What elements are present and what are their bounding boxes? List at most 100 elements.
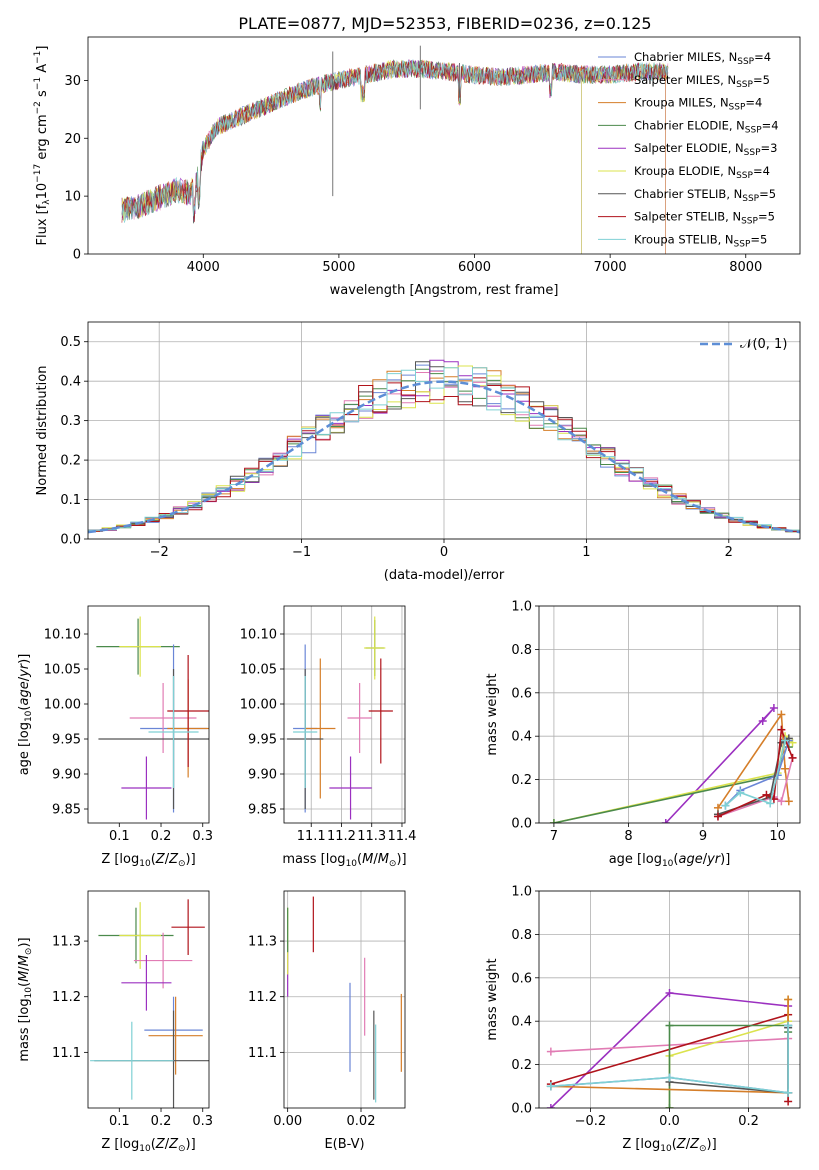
series-marker (766, 799, 775, 808)
series-marker (665, 1104, 674, 1108)
x-tick-label: 11.3 (357, 829, 386, 844)
legend-label: Chabrier ELODIE, NSSP=4 (634, 118, 779, 135)
series-marker (736, 788, 745, 797)
ticks: 11.1 11.2 11.3 11.4 9.85 9.90 9.95 10.00 10.05 10… (240, 628, 417, 845)
series-marker (777, 710, 786, 719)
age-vs-metallicity-panel: 0.1 0.2 0.3 9.85 9.90 9.95 10.00 10.05 10.10 Z [l… (17, 605, 213, 869)
spectrum-line-kroupa-miles (121, 59, 669, 254)
legend-label: Chabrier MILES, NSSP=4 (634, 50, 771, 67)
ticks: 0.00 0.02 11.1 11.2 11.3 (248, 935, 375, 1129)
y-tick-label: 9.85 (52, 803, 81, 818)
series-marker (546, 1047, 555, 1056)
series-kroupa-elodie (665, 995, 793, 1108)
y-tick-label: 9.95 (248, 733, 277, 748)
series-kroupa-stelib (546, 1021, 793, 1097)
series-line (717, 757, 794, 818)
x-tick-label: 0.2 (738, 1114, 759, 1129)
x-tick-label: 11.2 (327, 829, 356, 844)
spectrum-line-chabrier-stelib (121, 60, 669, 224)
axes-frame (538, 890, 801, 1109)
x-axis-label: Z [log10(Z/Z⊙)] (622, 1137, 716, 1154)
legend-label: 𝒩(0, 1) (740, 337, 787, 352)
error-bar-kroupa-elodie (119, 616, 162, 677)
age-vs-mass-panel: 11.1 11.2 11.3 11.4 9.85 9.90 9.95 10.00 10.05 10… (240, 605, 417, 869)
error-bar-salpeter-stelib (171, 899, 205, 955)
y-axis-label: Flux [fλ10−17 erg cm−2 s−1 A−1] (33, 46, 52, 246)
series-marker (546, 1104, 555, 1108)
x-axis-label: age [log10(age/yr)] (609, 852, 731, 869)
series-marker (781, 764, 790, 773)
y-tick-label: 0.3 (60, 414, 81, 429)
normal-curve (88, 380, 800, 534)
series-kroupa-stelib (721, 736, 790, 810)
plot-area (549, 703, 797, 823)
axes-frame (87, 890, 210, 1109)
axes-frame (538, 605, 801, 824)
y-axis-label: mass weight (485, 958, 500, 1040)
y-tick-label: 10.05 (44, 663, 81, 678)
gridlines (539, 605, 800, 824)
y-tick-label: 9.90 (52, 768, 81, 783)
x-tick-label: −0.2 (575, 1114, 607, 1129)
plot-area (287, 896, 402, 1103)
x-tick-label: 8000 (729, 260, 762, 275)
y-tick-label: 1.0 (511, 885, 532, 900)
series-marker (781, 736, 790, 745)
axes-frame (283, 890, 406, 1109)
ticks: 7 8 9 10 0.0 0.2 0.4 0.6 0.8 1.0 (511, 600, 786, 845)
plot-area (546, 988, 793, 1108)
x-tick-label: 2 (725, 545, 733, 560)
legend-label: Salpeter ELODIE, NSSP=3 (634, 141, 777, 158)
error-bar-kroupa-miles (148, 996, 203, 1075)
plot-area (90, 899, 209, 1108)
y-axis-label: mass [log10(M/M⊙)] (17, 937, 34, 1061)
plot-area (287, 616, 393, 820)
legend: Chabrier MILES, NSSP=4 Salpeter MILES, NS… (598, 50, 779, 249)
legend-label: Salpeter MILES, NSSP=5 (634, 73, 770, 90)
series-marker (788, 753, 797, 762)
series-line (724, 740, 786, 807)
error-bar-kroupa-miles (305, 658, 336, 799)
series-marker (784, 797, 793, 806)
y-tick-label: 0.5 (60, 335, 81, 350)
series-marker (546, 1082, 555, 1091)
y-tick-label: 0.8 (511, 928, 532, 943)
axes-frame (87, 36, 801, 255)
series-marker (777, 725, 786, 734)
y-tick-label: 10.00 (240, 698, 277, 713)
y-tick-label: 0.0 (511, 1102, 532, 1117)
plot-area (121, 45, 669, 254)
x-tick-label: 4000 (187, 260, 220, 275)
spectrum-line-kroupa-elodie (121, 59, 669, 254)
axes-frame (283, 605, 406, 824)
y-tick-label: 9.85 (248, 803, 277, 818)
gridlines (284, 606, 405, 823)
y-tick-label: 11.2 (248, 990, 277, 1005)
y-tick-label: 10.10 (44, 628, 81, 643)
mass-weight-vs-age-panel: 7 8 9 10 0.0 0.2 0.4 0.6 0.8 1.0 age [log10(age/yr… (485, 600, 801, 869)
error-bar-kroupa-stelib (148, 676, 199, 788)
mass-weight-vs-metallicity-panel: −0.2 0.0 0.2 0.0 0.2 0.4 0.6 0.8 1.0 Z [log10(Z/Z… (485, 885, 801, 1154)
y-tick-label: 0.6 (511, 686, 532, 701)
error-bar-kroupa-elodie (364, 616, 386, 680)
y-tick-label: 0.2 (60, 454, 81, 469)
error-bar-salpeter-elodie (121, 756, 172, 820)
error-bar-salpeter-stelib (167, 655, 209, 767)
spectrum-line-kroupa-stelib (121, 59, 669, 223)
x-tick-label: 0.0 (659, 1114, 680, 1129)
y-tick-label: 9.95 (52, 733, 81, 748)
x-tick-label: 0.3 (192, 1114, 213, 1129)
y-tick-label: 0.1 (60, 493, 81, 508)
y-tick-label: 11.3 (52, 935, 81, 950)
figure-title: PLATE=0877, MJD=52353, FIBERID=0236, z=0… (238, 14, 651, 33)
x-tick-label: −1 (292, 545, 311, 560)
x-tick-label: 1 (582, 545, 590, 560)
spectrum-line-chabrier-miles (121, 59, 669, 254)
x-axis-label: Z [log10(Z/Z⊙)] (101, 1137, 195, 1154)
y-tick-label: 11.2 (52, 990, 81, 1005)
ticks: −0.2 0.0 0.2 0.0 0.2 0.4 0.6 0.8 1.0 (511, 885, 759, 1130)
y-tick-label: 10.05 (240, 663, 277, 678)
series-marker (665, 1021, 674, 1030)
series-line (550, 1025, 789, 1094)
